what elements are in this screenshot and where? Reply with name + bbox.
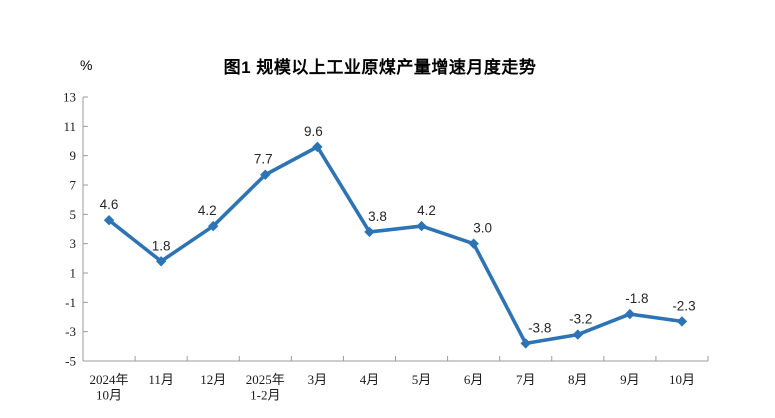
x-tick-label: 5月 (412, 372, 432, 387)
data-point-label: 4.2 (198, 203, 217, 218)
data-point-marker (416, 220, 427, 232)
data-point-marker (103, 215, 115, 226)
x-tick-label: 4月 (360, 372, 380, 387)
data-point-label: 4.2 (417, 203, 436, 218)
y-tick-label: 1 (70, 266, 77, 281)
y-axis-unit-label: % (80, 57, 93, 73)
y-tick-label: 11 (63, 119, 76, 134)
y-tick-label: -1 (65, 295, 76, 310)
y-tick-label: -5 (65, 354, 76, 369)
data-point-marker (572, 329, 583, 340)
x-tick-label: 10月 (669, 372, 695, 387)
x-tick-label: 12月 (200, 372, 226, 387)
x-tick-label: 3月 (308, 372, 328, 387)
data-point-label: -3.8 (528, 320, 551, 335)
x-tick-label: 9月 (620, 372, 640, 387)
y-tick-label: 7 (70, 178, 77, 193)
data-point-marker (520, 338, 531, 349)
y-tick-label: 9 (70, 148, 77, 163)
data-point-label: 4.6 (100, 197, 119, 212)
y-tick-label: 5 (70, 207, 77, 222)
x-tick-label: 2025年 (246, 372, 285, 387)
data-point-marker (676, 316, 688, 327)
data-point-marker (312, 141, 323, 153)
x-tick-label: 1-2月 (250, 388, 280, 403)
x-tick-label: 2024年 (90, 372, 129, 387)
data-point-label: 3.0 (473, 221, 492, 236)
data-point-marker (155, 256, 167, 267)
data-point-label: -2.3 (672, 298, 695, 313)
data-point-marker (468, 238, 479, 249)
series-line (107, 145, 684, 346)
y-tick-label: 3 (70, 236, 77, 251)
data-point-label: 7.7 (254, 152, 273, 167)
data-point-label: 9.6 (304, 124, 323, 139)
data-point-marker (208, 220, 219, 232)
data-point-label: 1.8 (152, 238, 171, 253)
x-tick-label: 11月 (148, 372, 174, 387)
x-tick-label: 8月 (568, 372, 588, 387)
x-tick-label: 6月 (464, 372, 484, 387)
x-tick-label: 7月 (516, 372, 536, 387)
data-point-label: 3.8 (368, 209, 387, 224)
x-tick-label: 10月 (96, 388, 122, 403)
data-point-marker (364, 226, 375, 238)
chart-title: 图1 规模以上工业原煤产量增速月度走势 (223, 58, 537, 77)
data-point-marker (260, 169, 271, 180)
y-tick-label: 13 (63, 90, 76, 105)
data-point-label: -1.8 (625, 291, 648, 306)
data-point-marker (624, 308, 636, 320)
y-tick-label: -3 (65, 324, 76, 339)
data-point-label: -3.2 (569, 312, 592, 327)
